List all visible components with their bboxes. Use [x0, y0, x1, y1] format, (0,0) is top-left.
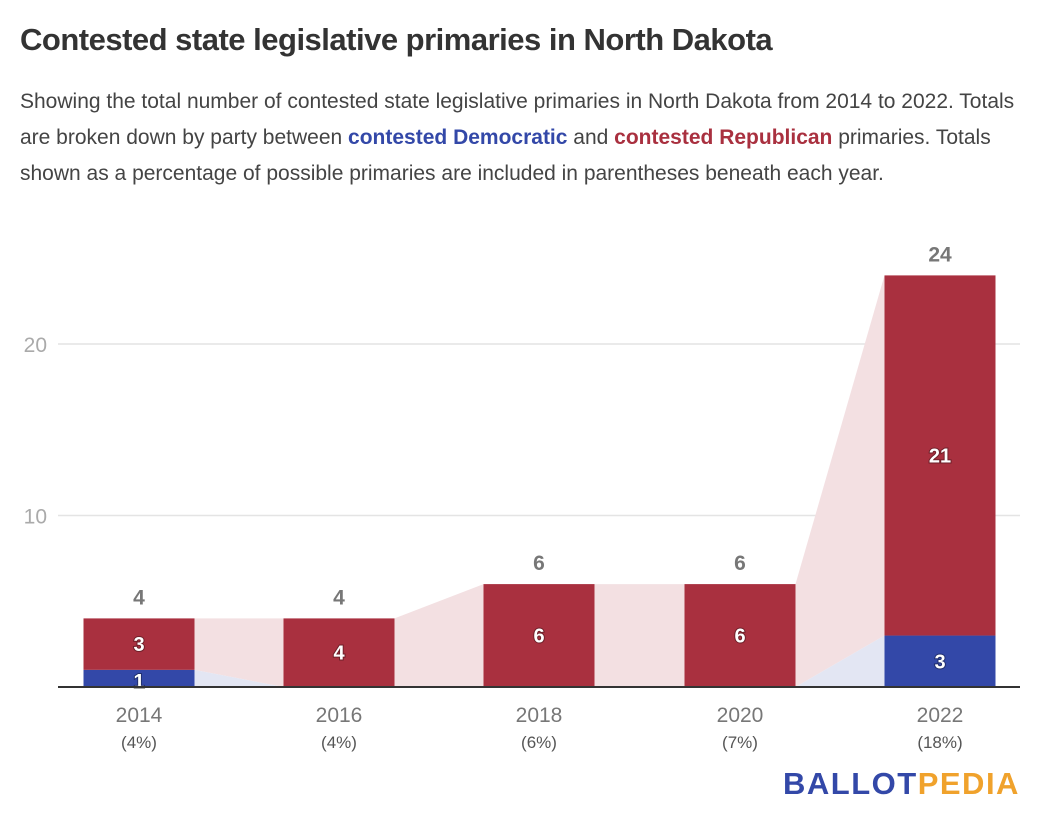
chart-title: Contested state legislative primaries in…	[20, 22, 773, 57]
logo-ballot: BALLOT	[783, 766, 918, 801]
republican-value-label: 3	[133, 634, 144, 656]
x-tick-sublabel: (4%)	[121, 733, 157, 752]
republican-bar-segment	[884, 275, 996, 636]
total-value-label: 6	[734, 552, 746, 575]
democratic-bar-segment	[83, 669, 195, 687]
democratic-legend-label: contested Democratic	[348, 126, 568, 149]
x-tick-label: 2020	[717, 704, 764, 727]
republican-legend-label: contested Republican	[614, 126, 833, 149]
democratic-flow-area	[795, 635, 885, 687]
x-tick-label: 2016	[316, 704, 363, 727]
republican-bar-segment	[483, 584, 595, 687]
labels: 1 3 4 2014 (4%) 4 4 2016 (4%) 6 6 2018 (6%) 6 6 2020 (7%…	[116, 243, 964, 752]
x-tick-sublabel: (6%)	[521, 733, 557, 752]
y-tick-label: 20	[24, 334, 47, 357]
x-tick-sublabel: (18%)	[917, 733, 962, 752]
total-value-label: 4	[333, 586, 345, 609]
description-text: primaries. Totals shown as a percentage …	[20, 126, 991, 185]
ballotpedia-logo: BALLOTPEDIA	[783, 766, 1020, 802]
republican-value-label: 4	[333, 643, 345, 665]
republican-bar-segment	[83, 618, 195, 670]
total-value-label: 4	[133, 586, 145, 609]
democratic-value-label: 3	[934, 651, 945, 673]
republican-value-label: 21	[929, 445, 951, 467]
total-value-label: 6	[533, 552, 545, 575]
description-text: Showing the total number of contested st…	[20, 90, 1015, 149]
chart-description: Showing the total number of contested st…	[20, 84, 1020, 192]
total-value-label: 24	[928, 243, 952, 266]
republican-flow-area	[795, 275, 885, 687]
x-tick-sublabel: (7%)	[722, 733, 758, 752]
flow-areas	[194, 275, 885, 687]
bars	[83, 275, 996, 687]
republican-bar-segment	[684, 584, 796, 687]
democratic-value-label: 1	[133, 671, 144, 693]
republican-value-label: 6	[533, 626, 544, 648]
democratic-bar-segment	[884, 635, 996, 687]
democratic-flow-area	[194, 669, 284, 687]
republican-bar-segment	[283, 618, 395, 687]
logo-pedia: PEDIA	[917, 766, 1020, 801]
republican-flow-area	[394, 584, 484, 687]
republican-value-label: 6	[734, 626, 745, 648]
republican-flow-area	[194, 618, 284, 687]
republican-flow-area	[594, 584, 685, 687]
description-text: and	[567, 126, 615, 149]
x-tick-label: 2014	[116, 704, 163, 727]
x-tick-label: 2022	[917, 704, 964, 727]
y-tick-label: 10	[24, 506, 47, 529]
x-tick-sublabel: (4%)	[321, 733, 357, 752]
x-tick-label: 2018	[516, 704, 563, 727]
